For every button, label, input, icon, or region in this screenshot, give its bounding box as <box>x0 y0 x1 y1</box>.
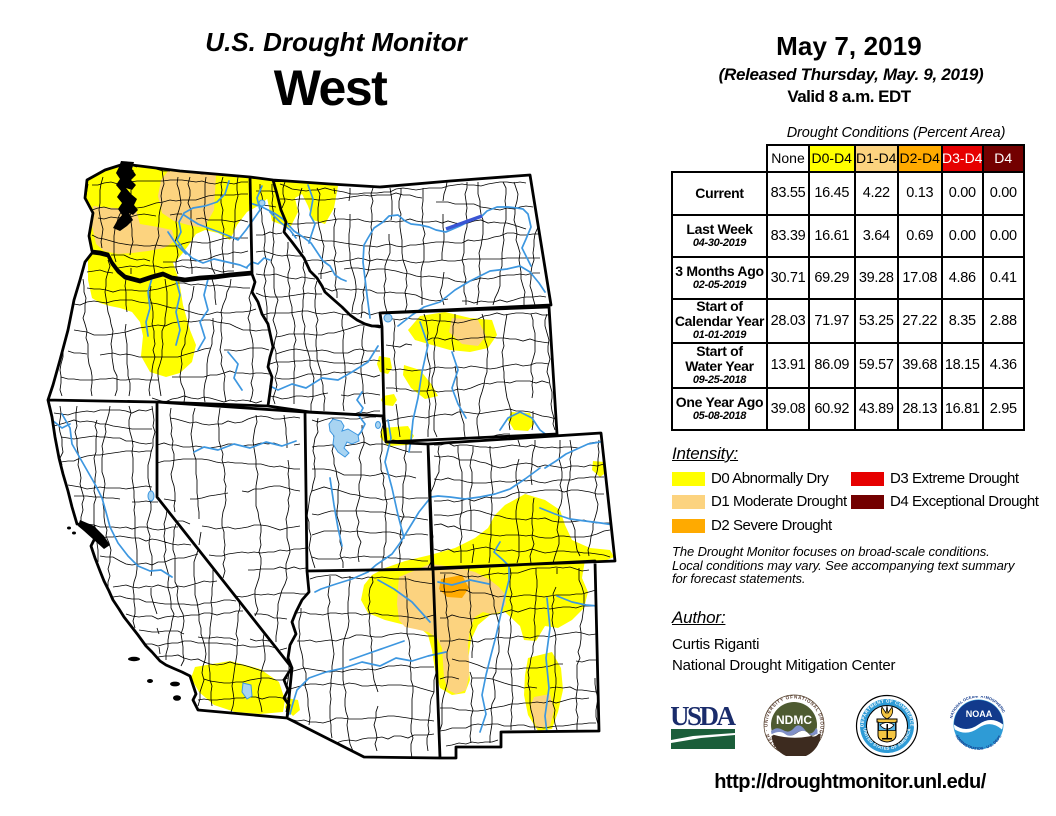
svg-text:NDMC: NDMC <box>776 713 812 727</box>
svg-text:NOAA: NOAA <box>966 709 993 719</box>
svg-text:USDA: USDA <box>671 703 737 731</box>
